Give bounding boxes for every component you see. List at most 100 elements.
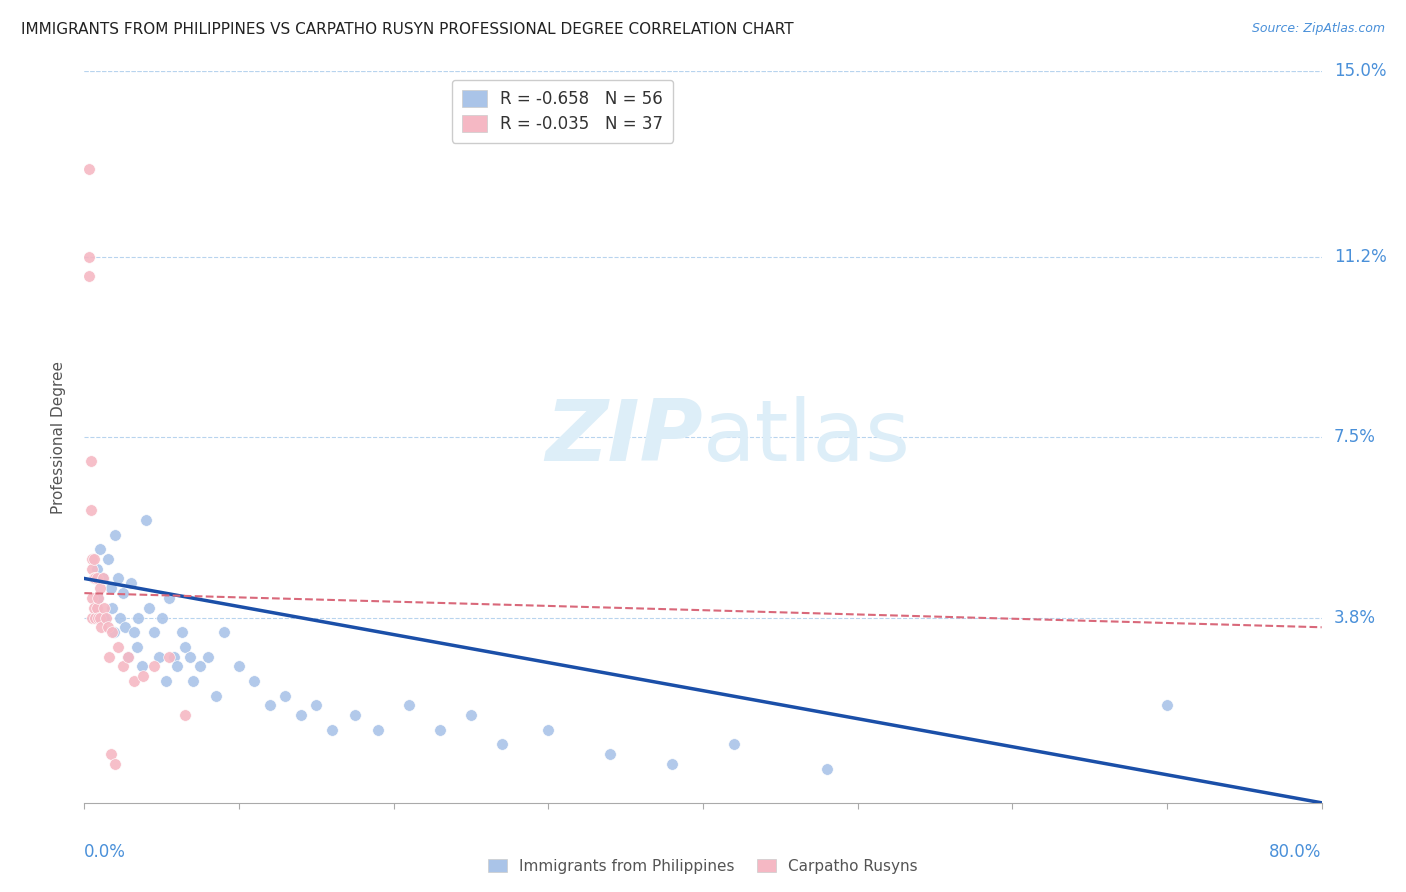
Point xyxy=(82,552,104,566)
Point xyxy=(155,673,177,688)
Text: 80.0%: 80.0% xyxy=(1270,843,1322,861)
Point xyxy=(112,586,135,600)
Point xyxy=(305,698,328,713)
Point xyxy=(90,620,112,634)
Point xyxy=(138,600,160,615)
Text: ZIP: ZIP xyxy=(546,395,703,479)
Point xyxy=(228,659,250,673)
Point xyxy=(174,708,197,723)
Text: Source: ZipAtlas.com: Source: ZipAtlas.com xyxy=(1251,22,1385,36)
Point xyxy=(243,673,266,688)
Point xyxy=(83,552,105,566)
Point xyxy=(104,756,127,771)
Point xyxy=(197,649,219,664)
Legend: R = -0.658   N = 56, R = -0.035   N = 37: R = -0.658 N = 56, R = -0.035 N = 37 xyxy=(451,79,673,143)
Point xyxy=(212,625,235,640)
Point xyxy=(107,640,129,654)
Point xyxy=(1156,698,1178,713)
Point xyxy=(179,649,201,664)
Point xyxy=(460,708,482,723)
Point xyxy=(84,610,107,624)
Point xyxy=(77,269,100,284)
Point xyxy=(135,513,157,527)
Point xyxy=(131,659,153,673)
Point xyxy=(86,600,108,615)
Point xyxy=(163,649,186,664)
Point xyxy=(205,689,228,703)
Point xyxy=(83,572,105,586)
Point xyxy=(101,625,124,640)
Text: 15.0%: 15.0% xyxy=(1334,62,1386,80)
Point xyxy=(93,600,115,615)
Point xyxy=(723,737,745,751)
Point xyxy=(114,620,136,634)
Point xyxy=(77,161,100,176)
Point xyxy=(125,640,148,654)
Point xyxy=(143,625,166,640)
Text: 11.2%: 11.2% xyxy=(1334,248,1386,266)
Point xyxy=(87,610,110,624)
Point xyxy=(188,659,211,673)
Point xyxy=(181,673,204,688)
Point xyxy=(117,649,139,664)
Point xyxy=(82,562,104,576)
Point xyxy=(79,454,101,468)
Text: 7.5%: 7.5% xyxy=(1334,428,1376,446)
Point xyxy=(132,669,155,683)
Point xyxy=(159,649,180,664)
Point xyxy=(77,250,100,264)
Point xyxy=(599,747,621,761)
Point xyxy=(91,572,114,586)
Point xyxy=(661,756,683,771)
Point xyxy=(148,649,170,664)
Point xyxy=(87,591,110,605)
Point xyxy=(166,659,188,673)
Point xyxy=(91,572,114,586)
Point xyxy=(94,610,117,624)
Legend: Immigrants from Philippines, Carpatho Rusyns: Immigrants from Philippines, Carpatho Ru… xyxy=(482,853,924,880)
Point xyxy=(82,610,104,624)
Point xyxy=(117,649,139,664)
Point xyxy=(93,610,115,624)
Point xyxy=(127,610,149,624)
Point xyxy=(259,698,281,713)
Point xyxy=(290,708,312,723)
Point xyxy=(274,689,297,703)
Point xyxy=(104,527,127,541)
Point xyxy=(150,610,173,624)
Point xyxy=(108,610,131,624)
Point xyxy=(143,659,166,673)
Y-axis label: Professional Degree: Professional Degree xyxy=(51,360,66,514)
Text: atlas: atlas xyxy=(703,395,911,479)
Point xyxy=(103,625,125,640)
Point xyxy=(112,659,135,673)
Point xyxy=(84,572,107,586)
Point xyxy=(100,747,122,761)
Point xyxy=(537,723,560,737)
Point xyxy=(86,562,108,576)
Text: IMMIGRANTS FROM PHILIPPINES VS CARPATHO RUSYN PROFESSIONAL DEGREE CORRELATION CH: IMMIGRANTS FROM PHILIPPINES VS CARPATHO … xyxy=(21,22,794,37)
Point xyxy=(86,572,108,586)
Point xyxy=(122,673,145,688)
Point xyxy=(96,552,118,566)
Point xyxy=(89,542,111,557)
Point xyxy=(101,600,124,615)
Text: 3.8%: 3.8% xyxy=(1334,608,1376,626)
Point xyxy=(89,610,111,624)
Point xyxy=(491,737,513,751)
Point xyxy=(170,625,193,640)
Point xyxy=(429,723,451,737)
Point xyxy=(398,698,420,713)
Point xyxy=(100,581,122,595)
Point xyxy=(122,625,145,640)
Point xyxy=(79,503,101,517)
Point xyxy=(367,723,389,737)
Point xyxy=(174,640,197,654)
Point xyxy=(321,723,343,737)
Point xyxy=(159,591,180,605)
Point xyxy=(107,572,129,586)
Point xyxy=(120,576,142,591)
Point xyxy=(87,591,110,605)
Point xyxy=(83,600,105,615)
Point xyxy=(89,581,111,595)
